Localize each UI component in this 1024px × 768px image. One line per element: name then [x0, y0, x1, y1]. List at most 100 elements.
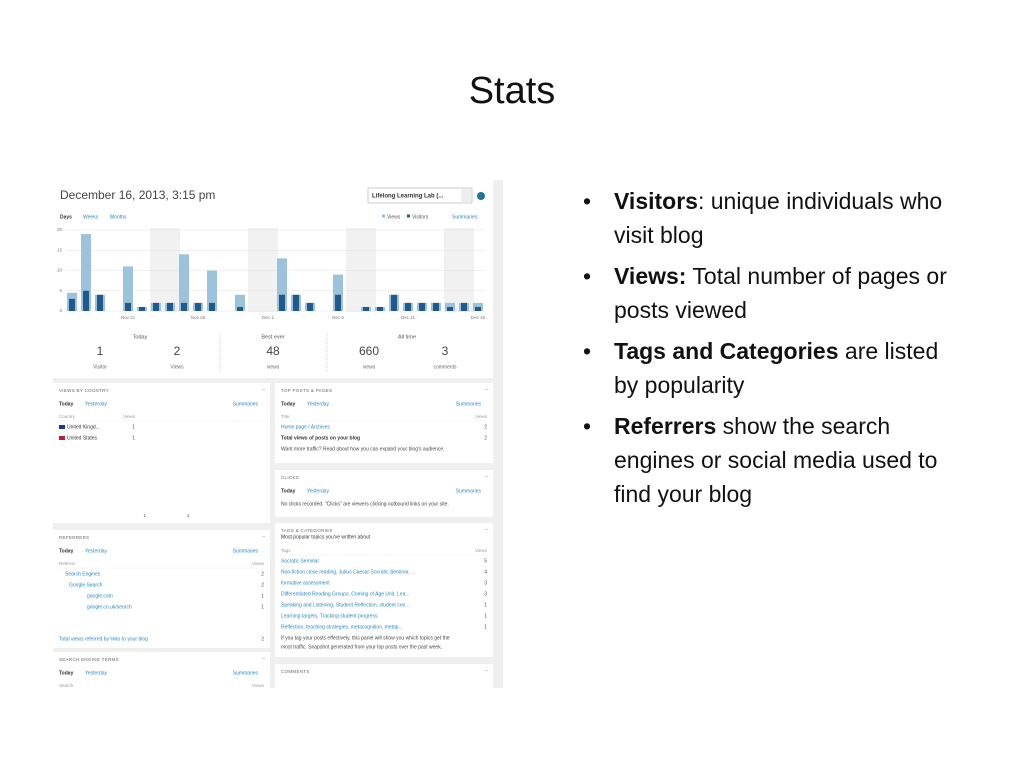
bar [207, 270, 217, 311]
bar [433, 302, 439, 311]
column-header: Views [475, 548, 488, 553]
summaries-link: Summaries [456, 401, 482, 407]
summaries-link: Summaries [456, 488, 482, 494]
weekend-shade [346, 228, 376, 312]
bar [195, 302, 201, 311]
stat-label: comments [433, 364, 457, 370]
panel [53, 530, 270, 648]
row-label: United Kingd... [67, 424, 100, 430]
bullet-list: Visitors: unique individuals who visit b… [583, 184, 968, 518]
stat-group-label: Best ever [261, 334, 284, 340]
column-header: Search [59, 683, 74, 688]
x-tick-label: Nov 21 [121, 315, 136, 320]
bar [293, 294, 299, 311]
y-tick-label: 5 [59, 288, 62, 293]
bar [405, 302, 411, 311]
row-label: Home page / Archives [281, 424, 330, 430]
bar [81, 234, 91, 311]
collapse-toggle: – [485, 475, 489, 481]
bar [333, 274, 343, 311]
bar [307, 302, 313, 311]
column-header: Tags [281, 548, 291, 553]
column-header: Views [123, 414, 136, 419]
panel [275, 383, 493, 463]
x-tick-label: Dec 16 [471, 315, 486, 320]
row-label: Learning targets, Tracking student progr… [281, 613, 378, 619]
panel-title: COMMENTS [281, 669, 310, 674]
bullet-term: Tags and Categories [614, 338, 839, 364]
row-value: 1 [484, 613, 487, 619]
row-value: 1 [261, 604, 264, 610]
bar [237, 306, 243, 311]
slide-title: Stats [468, 70, 556, 112]
panel-subtitle: Most popular topics you've written about [281, 534, 371, 540]
row-value: 3 [484, 580, 487, 586]
weekend-shade [444, 228, 474, 312]
stat-group-label: All time [398, 334, 416, 340]
row-label: Google Search [69, 582, 103, 588]
row-label: formative assessment [281, 580, 330, 586]
stat-label: views [363, 364, 376, 370]
bullet: Views: Total number of pages or posts vi… [583, 259, 968, 327]
bar [363, 306, 369, 311]
panel [275, 470, 493, 517]
flag [59, 436, 65, 440]
summaries-link: Summaries [233, 548, 259, 554]
site-dropdown[interactable] [367, 187, 473, 204]
collapse-toggle: – [485, 388, 489, 394]
stat-value: 660 [359, 344, 379, 358]
legend-swatch [382, 214, 385, 218]
panel-tab: Yesterday [85, 401, 108, 407]
bar [475, 306, 481, 311]
map-legend-max: 1 [187, 513, 190, 518]
panel [275, 523, 493, 657]
summaries-link: Summaries [452, 214, 478, 220]
panel-title: REFERRERS [59, 535, 89, 540]
row-label: Total views of posts on your blog [281, 435, 360, 441]
stat-value: 48 [266, 344, 280, 358]
panel [53, 652, 270, 688]
legend-swatch [407, 214, 410, 218]
collapse-toggle: – [485, 528, 489, 534]
bullet-text: : unique individuals who visit blog [614, 188, 943, 248]
stat-label: views [267, 364, 280, 370]
column-header: Country [59, 414, 76, 419]
panel-tab: Yesterday [85, 670, 108, 676]
dropdown-arrow[interactable] [461, 189, 471, 202]
row-label: United States [67, 435, 98, 441]
x-tick-label: Dec 1 [262, 315, 274, 320]
panel-tab: Yesterday [85, 548, 108, 554]
panel-title: VIEWS BY COUNTRY [59, 388, 109, 393]
collapse-toggle: – [262, 657, 266, 663]
weekend-shade [248, 228, 278, 312]
bullet-term: Referrers [614, 413, 717, 439]
legend-label: Views [387, 214, 401, 220]
bar [279, 294, 285, 311]
bullet-term: Views: [614, 263, 687, 289]
row-label: Socratic Seminar [281, 558, 319, 564]
summaries-link: Summaries [233, 401, 259, 407]
y-tick-label: 20 [57, 227, 63, 232]
row-value: 3 [484, 591, 487, 597]
y-tick-label: 10 [57, 268, 63, 273]
panel [275, 664, 493, 688]
bar [123, 266, 133, 311]
row-label: google.co.uk/search [87, 604, 132, 610]
bar [377, 306, 383, 311]
bar [209, 302, 215, 311]
map-legend-min: 1 [143, 513, 146, 518]
period-tab: Months [110, 214, 127, 220]
row-label: Reflection, teaching strategies, metacog… [281, 624, 403, 630]
panel-note: No clicks recorded. "Clicks" are viewers… [281, 501, 449, 507]
panel-tab: Today [59, 670, 74, 676]
row-label: google.com [87, 593, 113, 599]
legend-label: Visitors [412, 214, 429, 220]
panel-title: SEARCH ENGINE TERMS [59, 657, 119, 662]
date-header: December 16, 2013, 3:15 pm [60, 188, 215, 202]
collapse-toggle: – [485, 669, 489, 675]
y-tick-label: 0 [59, 308, 62, 313]
collapse-toggle: – [262, 535, 266, 541]
panel-note: Want more traffic? Read about how you ca… [281, 446, 445, 452]
row-label: Search Engines [65, 571, 101, 577]
